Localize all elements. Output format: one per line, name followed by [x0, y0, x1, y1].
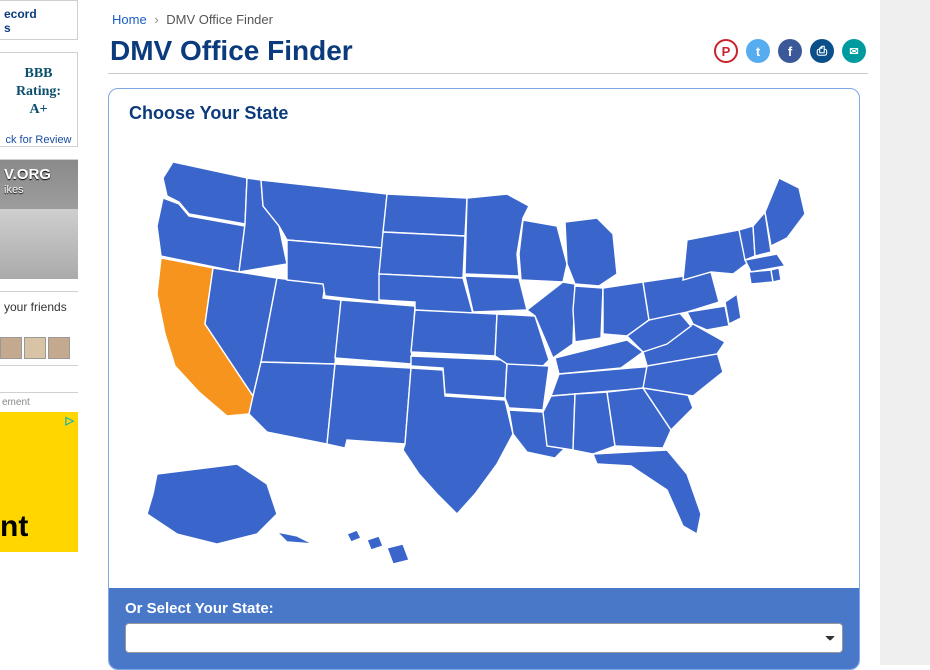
record-text2: s: [4, 21, 11, 35]
state-indiana[interactable]: [573, 286, 603, 342]
avatar: [0, 337, 22, 359]
state-wisconsin[interactable]: [519, 220, 567, 282]
pinterest-icon[interactable]: P: [714, 39, 738, 63]
us-map-svg: [127, 134, 843, 574]
sidebar-record-box[interactable]: ecord s: [0, 0, 78, 40]
state-mississippi[interactable]: [543, 394, 575, 450]
state-arizona[interactable]: [249, 362, 335, 444]
state-panel: Choose Your State: [108, 88, 860, 670]
state-hawaii-2[interactable]: [367, 536, 383, 550]
state-select[interactable]: [125, 623, 843, 653]
bbb-line2: Rating:: [16, 84, 61, 99]
right-gutter: [880, 0, 930, 665]
adchoices-icon[interactable]: ▷: [66, 414, 74, 427]
ad-text: nt: [0, 510, 28, 544]
select-state-label: Or Select Your State:: [125, 600, 843, 617]
state-alaska-islands[interactable]: [277, 532, 313, 544]
org-people-image: [0, 209, 78, 279]
state-hawaii-3[interactable]: [387, 544, 409, 564]
sidebar-bbb-box[interactable]: BBB Rating: A+ ck for Review: [0, 52, 78, 147]
title-rule: [108, 73, 868, 74]
avatar: [48, 337, 70, 359]
breadcrumb-home[interactable]: Home: [112, 12, 147, 27]
org-title: V.ORG: [4, 166, 76, 183]
sidebar-org-box[interactable]: V.ORG ikes: [0, 159, 78, 279]
friends-faces: [0, 337, 70, 359]
state-south-dakota[interactable]: [379, 232, 465, 278]
bbb-rating: BBB Rating: A+: [4, 65, 73, 120]
state-alaska[interactable]: [147, 464, 277, 544]
bbb-line1: BBB: [24, 66, 52, 81]
sidebar-ad[interactable]: ▷ nt: [0, 412, 78, 552]
share-icons: P t f ⎙ ✉: [714, 39, 866, 63]
state-arkansas[interactable]: [505, 364, 549, 410]
bbb-review: ck for Review: [4, 134, 73, 146]
breadcrumb-current: DMV Office Finder: [166, 12, 273, 27]
state-north-dakota[interactable]: [383, 194, 467, 236]
state-maine[interactable]: [765, 178, 805, 246]
state-hawaii-1[interactable]: [347, 530, 361, 542]
state-iowa[interactable]: [465, 276, 527, 312]
facebook-icon[interactable]: f: [778, 39, 802, 63]
org-sub: ikes: [4, 184, 24, 196]
friends-text: your friends: [4, 300, 67, 314]
sidebar-friends-box[interactable]: your friends: [0, 291, 78, 366]
avatar: [24, 337, 46, 359]
state-new-york[interactable]: [683, 230, 749, 280]
breadcrumb: Home › DMV Office Finder: [108, 0, 868, 35]
bbb-line3: A+: [29, 102, 47, 117]
panel-title: Choose Your State: [109, 89, 859, 128]
select-state-bar: Or Select Your State:: [109, 588, 859, 669]
state-colorado[interactable]: [335, 300, 415, 364]
state-connecticut[interactable]: [749, 270, 773, 284]
email-icon[interactable]: ✉: [842, 39, 866, 63]
state-rhode-island[interactable]: [771, 268, 781, 282]
main-content: Home › DMV Office Finder DMV Office Find…: [108, 0, 868, 670]
us-map: [109, 128, 859, 588]
ad-label: ement: [0, 393, 78, 412]
state-kansas[interactable]: [411, 310, 497, 356]
state-florida[interactable]: [593, 450, 701, 534]
state-michigan[interactable]: [565, 218, 617, 286]
left-sidebar: ecord s BBB Rating: A+ ck for Review V.O…: [0, 0, 78, 665]
title-row: DMV Office Finder P t f ⎙ ✉: [108, 35, 868, 73]
sidebar-ad-wrap: ement ▷ nt: [0, 392, 78, 552]
print-icon[interactable]: ⎙: [810, 39, 834, 63]
twitter-icon[interactable]: t: [746, 39, 770, 63]
record-text: ecord: [4, 7, 37, 21]
page-title: DMV Office Finder: [110, 35, 353, 67]
state-new-mexico[interactable]: [327, 364, 411, 448]
breadcrumb-sep: ›: [150, 12, 162, 27]
